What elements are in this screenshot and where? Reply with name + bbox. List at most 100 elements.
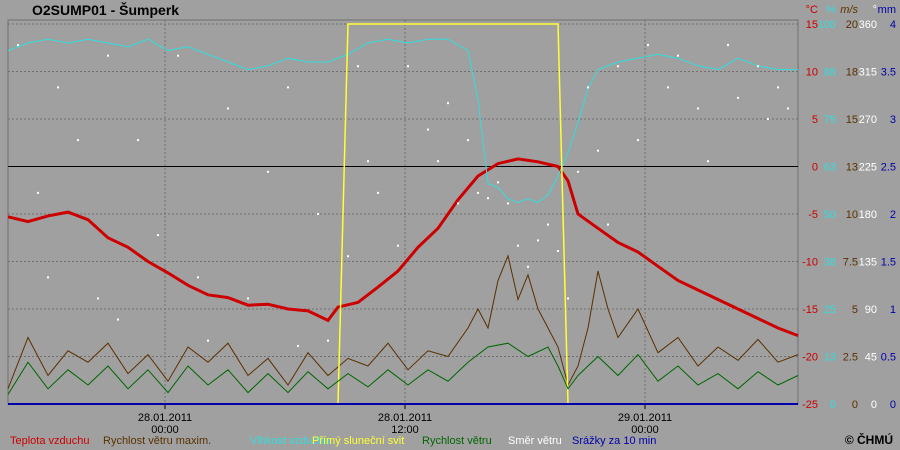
wind-direction-point: [37, 191, 39, 194]
wind-direction-point: [787, 107, 789, 110]
axis-unit: mm: [878, 4, 896, 16]
wind-direction-point: [197, 276, 199, 279]
axis-tick-label: 75: [824, 114, 836, 126]
wind-direction-point: [47, 276, 49, 279]
x-tick-time: 12:00: [391, 424, 419, 436]
wind-direction-point: [297, 344, 299, 347]
wind-direction-point: [227, 107, 229, 110]
copyright-label: © ČHMÚ: [845, 432, 893, 447]
wind-direction-point: [597, 149, 599, 152]
axis-tick-label: -15: [802, 304, 818, 316]
series-line: [7, 254, 799, 389]
axis-tick-label: 100: [818, 19, 836, 31]
axis-tick-label: 45: [865, 352, 877, 364]
wind-direction-point: [617, 65, 619, 68]
legend-entry: Rychlost větru: [422, 435, 492, 447]
wind-direction-point: [557, 249, 559, 252]
series-line: [7, 342, 799, 395]
axis-tick-label: 0: [812, 162, 818, 174]
wind-direction-point: [157, 234, 159, 237]
wind-direction-point: [527, 265, 529, 268]
wind-direction-point: [697, 107, 699, 110]
axis-unit: °C: [806, 4, 818, 16]
axis-unit: °: [873, 4, 877, 16]
series-line: [7, 157, 799, 338]
wind-direction-point: [607, 223, 609, 226]
axis-tick-label: 0: [830, 399, 836, 411]
axis-tick-label: 10: [806, 67, 818, 79]
axis-tick-label: 3.5: [881, 67, 896, 79]
axis-tick-label: -25: [802, 399, 818, 411]
wind-direction-point: [97, 297, 99, 300]
wind-direction-point: [677, 54, 679, 57]
wind-direction-point: [177, 54, 179, 57]
wind-direction-point: [497, 181, 499, 184]
axis-tick-label: 135: [859, 257, 877, 269]
x-tick-time: 00:00: [151, 424, 179, 436]
wind-direction-point: [547, 223, 549, 226]
wind-direction-point: [107, 54, 109, 57]
axis-tick-label: 1.5: [881, 257, 896, 269]
axis-tick-label: 2: [890, 209, 896, 221]
wind-direction-point: [407, 65, 409, 68]
x-tick-date: 28.01.2011: [378, 412, 432, 424]
wind-direction-point: [477, 191, 479, 194]
wind-direction-point: [667, 86, 669, 89]
axis-tick-label: 50: [824, 209, 836, 221]
wind-direction-point: [207, 339, 209, 342]
wind-direction-point: [427, 128, 429, 131]
legend-entry: Teplota vzduchu: [10, 435, 90, 447]
axis-tick-label: 38: [824, 257, 836, 269]
x-tick-time: 00:00: [631, 424, 659, 436]
wind-direction-point: [707, 160, 709, 163]
axis-tick-label: 3: [890, 114, 896, 126]
wind-direction-point: [727, 44, 729, 47]
wind-direction-point: [367, 160, 369, 163]
wind-direction-point: [587, 86, 589, 89]
wind-direction-point: [767, 118, 769, 120]
wind-direction-point: [377, 191, 379, 194]
axis-tick-label: 270: [859, 114, 877, 126]
chart-legend: Teplota vzduchu Rychlost větru maxim. Vlhk…: [10, 435, 656, 447]
axis-tick-label: 1: [890, 304, 896, 316]
wind-direction-point: [137, 139, 139, 142]
wind-direction-point: [287, 86, 289, 89]
axis-tick-label: 20: [846, 19, 858, 31]
chart-axes: °C151050-5-10-15-20-25%10088756350382513…: [802, 4, 896, 411]
wind-direction-point: [487, 197, 489, 200]
wind-direction-point: [647, 44, 649, 47]
axis-tick-label: 180: [859, 209, 877, 221]
axis-tick-label: 18: [846, 67, 858, 79]
axis-tick-label: 5: [852, 304, 858, 316]
axis-tick-label: 15: [806, 19, 818, 31]
axis-tick-label: 5: [812, 114, 818, 126]
wind-direction-point: [567, 297, 569, 300]
axis-unit: m/s: [840, 4, 858, 16]
wind-direction-point: [437, 160, 439, 163]
wind-direction-point: [507, 202, 509, 205]
legend-entry: Srážky za 10 min: [572, 435, 656, 447]
wind-direction-point: [467, 139, 469, 142]
axis-tick-label: 0: [890, 399, 896, 411]
axis-tick-label: 88: [824, 67, 836, 79]
wind-direction-point: [17, 44, 19, 47]
axis-tick-label: 4: [890, 19, 896, 31]
wind-direction-point: [57, 86, 59, 89]
wind-direction-point: [357, 65, 359, 68]
axis-tick-label: -20: [802, 352, 818, 364]
chart-x-axis: 28.01.201100:0028.01.201112:0029.01.2011…: [138, 404, 672, 436]
axis-tick-label: 10: [846, 209, 858, 221]
legend-entry: Směr větru: [508, 435, 562, 447]
axis-unit: %: [826, 4, 836, 16]
axis-tick-label: 90: [865, 304, 877, 316]
wind-direction-point: [457, 202, 459, 205]
wind-direction-point: [77, 139, 79, 142]
axis-tick-label: 13: [846, 162, 858, 174]
x-tick-date: 28.01.2011: [138, 412, 192, 424]
series-line: [7, 38, 798, 204]
axis-tick-label: 2.5: [881, 162, 896, 174]
axis-tick-label: 0: [871, 399, 877, 411]
axis-tick-label: 7.5: [843, 257, 858, 269]
axis-tick-label: -5: [808, 209, 818, 221]
axis-tick-label: -10: [802, 257, 818, 269]
